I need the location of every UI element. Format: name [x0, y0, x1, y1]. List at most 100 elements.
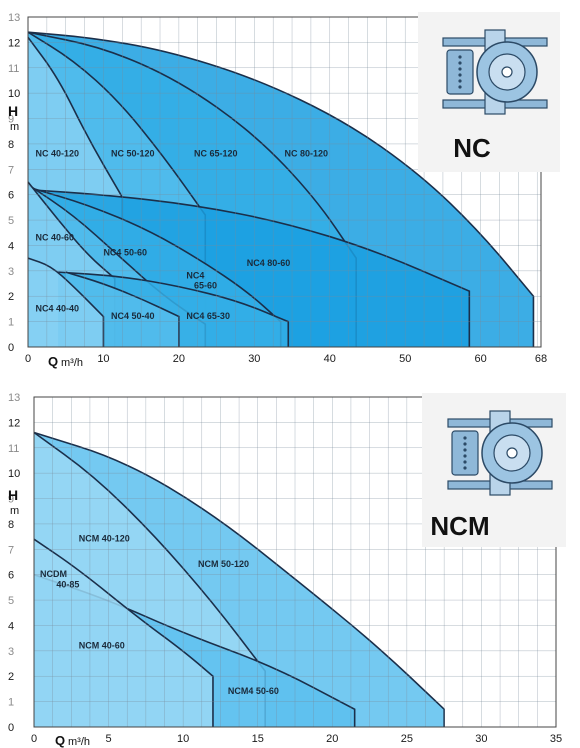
curve-label-ncm-40-60: NCM 40-60 [79, 640, 125, 650]
x-axis-label: Q [55, 733, 65, 748]
curve-label-nc4-65-30: NC4 65-30 [186, 311, 230, 321]
y-tick-label: 13 [8, 392, 20, 404]
curve-label-nc-65-120: NC 65-120 [194, 149, 238, 159]
y-tick-label: 2 [8, 671, 14, 683]
terminal-dot-icon [458, 61, 462, 65]
y-tick-label: 8 [8, 139, 14, 151]
curve-label-nc-80-120: NC 80-120 [285, 149, 329, 159]
pump-shaft-icon [501, 66, 513, 78]
x-tick-label: 60 [475, 353, 487, 365]
curve-nc4-65-30 [58, 271, 290, 347]
y-tick-label: 9 [8, 114, 14, 126]
pump-terminal-box-icon [451, 430, 479, 476]
curve-label-nc4-50-40: NC4 50-40 [111, 311, 155, 321]
y-tick-label: 5 [8, 595, 14, 607]
y-tick-label: 10 [8, 468, 20, 480]
terminal-dot-icon [463, 454, 467, 458]
y-axis-label: H [8, 103, 18, 119]
y-tick-label: 2 [8, 291, 14, 303]
y-tick-label: 3 [8, 646, 14, 658]
y-tick-label: 0 [8, 342, 14, 354]
x-axis-unit: m³/h [61, 357, 83, 369]
y-tick-label: 6 [8, 570, 14, 582]
x-tick-label: 15 [252, 733, 264, 745]
curve-label-nc-40-120: NC 40-120 [36, 149, 80, 159]
curve-label-nc4-40-40: NC4 40-40 [36, 303, 80, 313]
curve-nc-40-120 [27, 36, 124, 347]
curve-label-nc-50-120: NC 50-120 [111, 149, 155, 159]
y-tick-label: 4 [8, 240, 14, 252]
curve-nc4-50-40 [65, 271, 180, 347]
x-tick-label: 10 [97, 353, 109, 365]
terminal-dot-icon [458, 55, 462, 59]
y-tick-label: 9 [8, 494, 14, 506]
curve-nc-40-60 [27, 181, 116, 347]
curve-label-nc4: NC4 [186, 270, 204, 280]
x-tick-label: 35 [550, 733, 562, 745]
area-ncm-40-60 [34, 539, 213, 727]
model-label: NC [453, 133, 491, 163]
curve-label-40-85: 40-85 [56, 579, 79, 589]
y-tick-label: 11 [8, 63, 19, 75]
y-axis-unit: m [10, 121, 19, 133]
y-tick-label: 8 [8, 519, 14, 531]
terminal-dot-icon [458, 73, 462, 77]
terminal-dot-icon [463, 442, 467, 446]
plot-frame [33, 396, 557, 728]
curve-label-nc4-80-60: NC4 80-60 [247, 258, 291, 268]
curve-label-nc-40-60: NC 40-60 [36, 232, 75, 242]
y-tick-label: 12 [8, 417, 20, 429]
y-tick-label: 3 [8, 266, 14, 278]
x-tick-label: 5 [106, 733, 112, 745]
y-tick-label: 12 [8, 37, 20, 49]
curve-label-ncm-40-120: NCM 40-120 [79, 534, 130, 544]
y-axis-unit: m [10, 505, 19, 517]
y-tick-label: 13 [8, 12, 20, 24]
curve-label-ncm-50-120: NCM 50-120 [198, 559, 249, 569]
x-tick-label: 68 [535, 353, 547, 365]
x-tick-label: 30 [248, 353, 260, 365]
x-axis-label: Q [48, 354, 58, 369]
curve-ncm-50-120 [33, 431, 445, 727]
plot-frame [27, 16, 542, 348]
y-tick-label: 7 [8, 544, 14, 556]
model-label: NCM [430, 511, 489, 541]
terminal-dot-icon [458, 79, 462, 83]
x-tick-label: 40 [324, 353, 336, 365]
y-tick-label: 7 [8, 164, 14, 176]
curve-label-65-60: 65-60 [194, 281, 217, 291]
y-tick-label: 11 [8, 443, 19, 455]
terminal-dot-icon [463, 436, 467, 440]
y-tick-label: 10 [8, 88, 20, 100]
y-axis-label: H [8, 487, 18, 503]
curve-label-nc4-50-60: NC4 50-60 [103, 248, 147, 258]
x-tick-label: 0 [25, 353, 31, 365]
y-tick-label: 4 [8, 620, 14, 632]
pump-illustration: NC [418, 12, 560, 172]
curve-nc4-40-40 [27, 257, 105, 347]
terminal-dot-icon [463, 460, 467, 464]
y-tick-label: 0 [8, 722, 14, 734]
y-tick-label: 1 [8, 697, 14, 709]
terminal-dot-icon [458, 67, 462, 71]
pump-illustration: NCM [422, 393, 566, 547]
curve-nc-50-120 [27, 31, 207, 347]
terminal-dot-icon [458, 85, 462, 89]
x-tick-label: 0 [31, 733, 37, 745]
curve-nc-80-120 [27, 31, 535, 347]
curve-ncm-40-120 [33, 431, 266, 727]
x-tick-label: 50 [399, 353, 411, 365]
x-axis-unit: m³/h [68, 736, 90, 748]
x-tick-label: 30 [475, 733, 487, 745]
x-tick-label: 20 [326, 733, 338, 745]
curve-label-ncm4-50-60: NCM4 50-60 [228, 686, 279, 696]
y-tick-label: 6 [8, 190, 14, 202]
curve-label-ncdm: NCDM [40, 569, 67, 579]
x-tick-label: 25 [401, 733, 413, 745]
pump-shaft-icon [506, 447, 518, 459]
terminal-dot-icon [463, 466, 467, 470]
y-tick-label: 5 [8, 215, 14, 227]
